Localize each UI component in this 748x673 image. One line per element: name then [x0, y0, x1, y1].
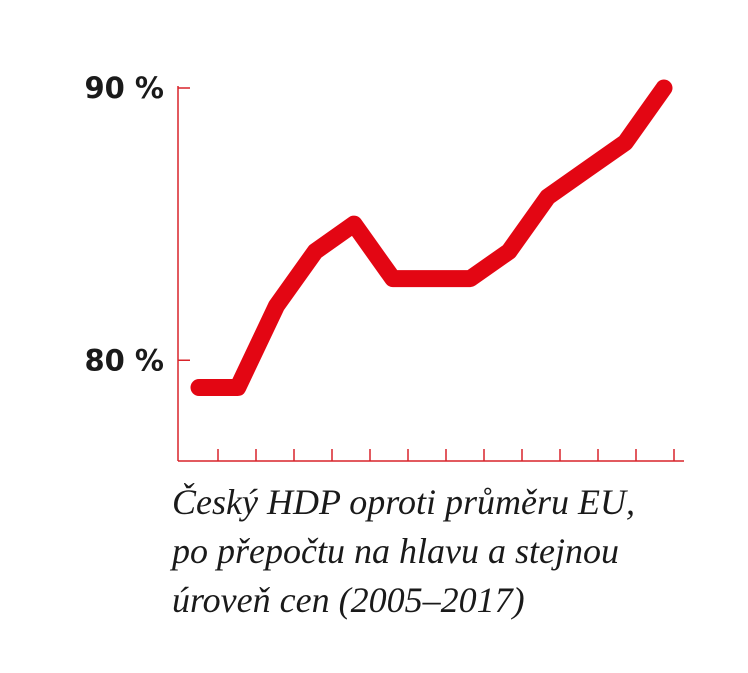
- caption-line-2: po přepočtu na hlavu a stejnou: [172, 531, 619, 571]
- caption-line-1: Český HDP oproti průměru EU,: [172, 482, 635, 522]
- chart-axes: [177, 86, 684, 462]
- caption-line-3: úroveň cen (2005–2017): [172, 580, 525, 620]
- series-layer: [190, 79, 673, 396]
- y-axis-labels: 90 % 80 %: [84, 71, 164, 377]
- y-tick-label: 90 %: [84, 71, 164, 105]
- x-axis-ticks: [217, 449, 675, 461]
- chart-caption: Český HDP oproti průměru EU, po přepočtu…: [172, 478, 732, 625]
- series-line: [190, 79, 673, 396]
- y-tick-label: 80 %: [84, 343, 164, 377]
- gdp-line-chart: 90 % 80 %: [84, 71, 684, 462]
